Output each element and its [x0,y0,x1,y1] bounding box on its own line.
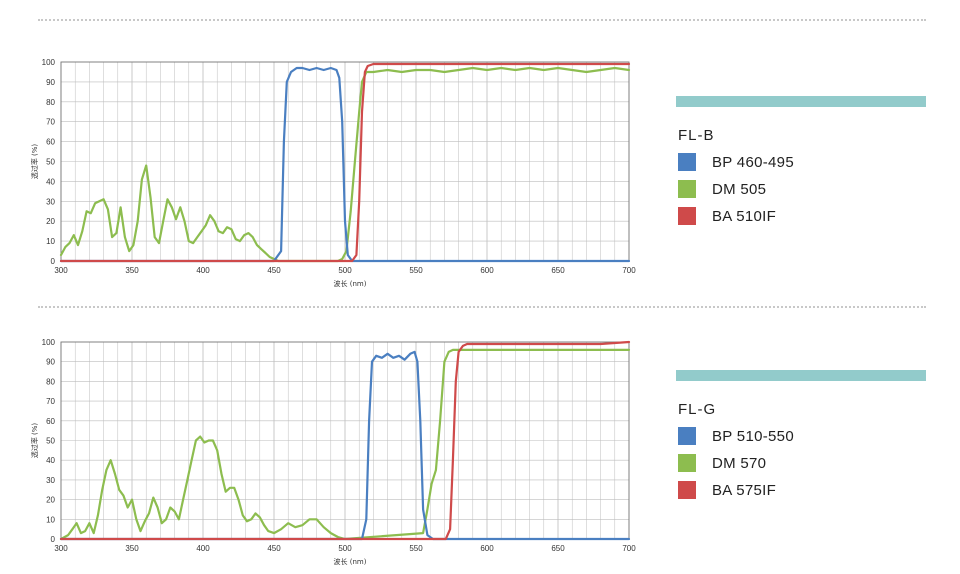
series-line-dm-570 [59,348,631,541]
legend-fl-g: FL-G BP 510-550 DM 570 BA 575IF [676,370,926,499]
series-line-ba-510if [59,62,631,263]
y-tick-label: 80 [46,377,55,386]
legend-item-dm: DM 505 [678,180,926,198]
legend-title: FL-B [678,127,715,144]
series-line-ba-575if [59,340,631,541]
x-tick-label: 400 [196,266,210,275]
legend-fl-b: FL-B BP 460-495 DM 505 BA 510IF [676,96,926,225]
x-axis-label: 波长 (nm) [334,279,367,288]
y-tick-label: 10 [46,515,55,524]
series-line-bp-460-495 [59,66,631,263]
x-tick-label: 650 [551,544,565,553]
x-tick-label: 700 [622,266,636,275]
legend-swatch-green [678,454,696,472]
y-tick-label: 30 [46,476,55,485]
x-tick-label: 650 [551,266,565,275]
x-tick-label: 600 [480,266,494,275]
legend-label: BA 510IF [712,207,777,225]
legend-item-ba: BA 510IF [678,207,926,225]
y-tick-label: 0 [51,257,56,266]
chart-fl-b: 0 10 20 30 40 50 60 70 80 90 100 300 350 400 450 500 550… [30,58,636,288]
y-tick-label: 90 [46,78,55,87]
legend-label: DM 570 [712,454,767,472]
x-axis-label: 波长 (nm) [334,557,367,566]
y-tick-label: 0 [51,535,56,544]
legend-swatch-green [678,180,696,198]
legend-item-dm: DM 570 [678,454,926,472]
legend-item-ba: BA 575IF [678,481,926,499]
x-tick-label: 500 [338,266,352,275]
x-tick-label: 450 [267,266,281,275]
chart-panel-fl-g: 0 10 20 30 40 50 60 70 80 90 100 300 350 400 450 500 550… [0,280,960,574]
y-tick-label: 80 [46,98,55,107]
y-tick-label: 40 [46,456,55,465]
y-tick-label: 20 [46,217,55,226]
legend-swatch-blue [678,153,696,171]
legend-swatch-blue [678,427,696,445]
y-tick-label: 90 [46,358,55,367]
y-tick-label: 10 [46,237,55,246]
legend-item-bp: BP 510-550 [678,427,926,445]
x-tick-label: 350 [125,266,139,275]
legend-accent-bar [676,96,926,107]
y-tick-label: 70 [46,118,55,127]
x-tick-label: 450 [267,544,281,553]
y-axis-label: 透过率 (%) [30,423,39,459]
x-tick-label: 600 [480,544,494,553]
y-tick-label: 50 [46,158,55,167]
series-line-dm-505 [59,66,631,263]
legend-swatch-red [678,481,696,499]
chart-panel-fl-b: 0 10 20 30 40 50 60 70 80 90 100 300 350 400 450 500 550… [30,58,926,288]
legend-label: BA 575IF [712,481,777,499]
y-tick-label: 40 [46,177,55,186]
legend-label: BP 510-550 [712,427,794,445]
y-tick-label: 20 [46,496,55,505]
x-tick-label: 700 [622,544,636,553]
y-tick-label: 60 [46,138,55,147]
divider-middle [38,306,926,308]
legend-accent-bar [676,370,926,381]
x-tick-label: 550 [409,266,423,275]
y-tick-label: 70 [46,397,55,406]
x-tick-label: 400 [196,544,210,553]
y-tick-label: 30 [46,197,55,206]
divider-top [38,19,926,21]
x-tick-label: 350 [125,544,139,553]
legend-label: BP 460-495 [712,153,794,171]
y-tick-label: 100 [42,58,56,67]
y-tick-label: 50 [46,437,55,446]
legend-title: FL-G [678,401,717,418]
legend-item-bp: BP 460-495 [678,153,926,171]
x-tick-label: 300 [54,266,68,275]
y-axis-label: 透过率 (%) [30,144,39,180]
y-tick-label: 100 [42,338,56,347]
legend-swatch-red [678,207,696,225]
x-tick-label: 300 [54,544,68,553]
legend-label: DM 505 [712,180,767,198]
y-tick-label: 60 [46,417,55,426]
series-line-bp-510-550 [59,350,631,541]
chart-fl-g: 0 10 20 30 40 50 60 70 80 90 100 300 350 400 450 500 550… [30,338,636,566]
x-tick-label: 500 [338,544,352,553]
x-tick-label: 550 [409,544,423,553]
